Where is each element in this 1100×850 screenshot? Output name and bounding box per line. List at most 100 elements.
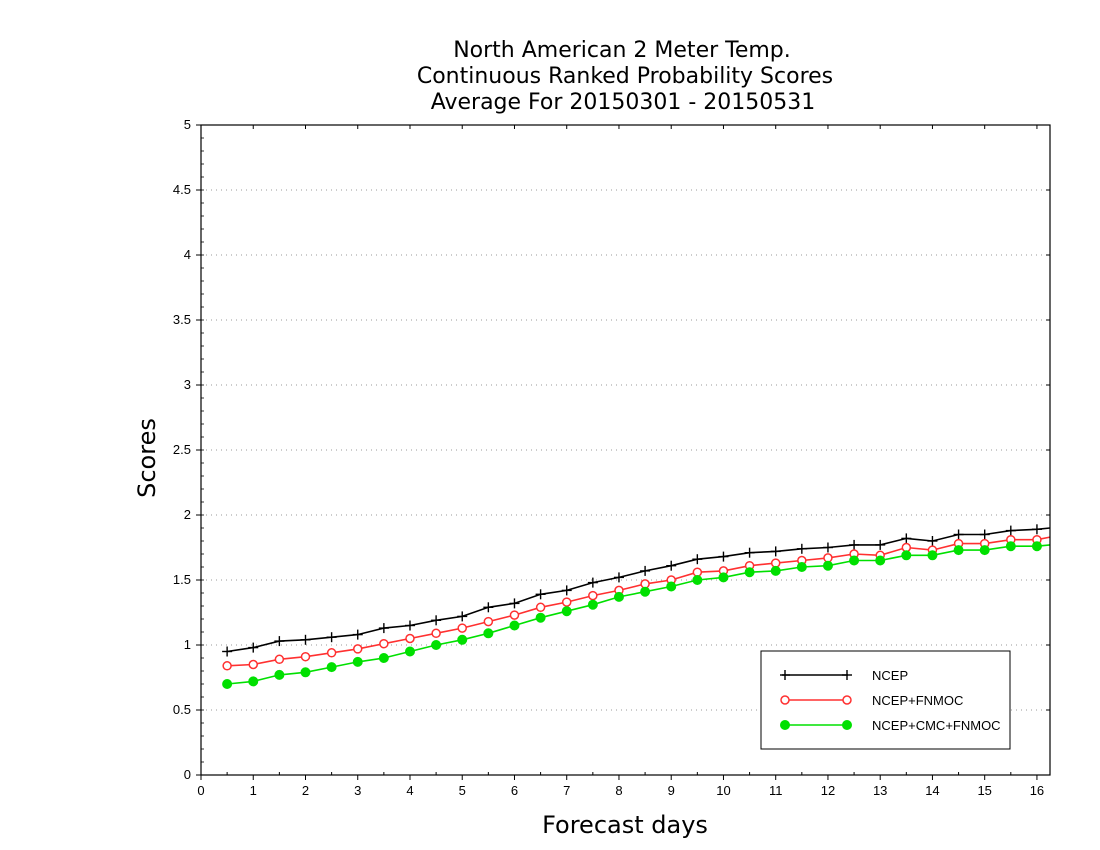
series-ncep-cmc-fnmoc bbox=[222, 541, 1051, 689]
data-point bbox=[1005, 525, 1016, 536]
data-point bbox=[666, 560, 677, 571]
data-point bbox=[248, 659, 258, 670]
data-point bbox=[431, 628, 441, 639]
data-point bbox=[509, 620, 520, 631]
x-tick-label: 0 bbox=[197, 783, 204, 798]
data-point bbox=[326, 648, 337, 658]
data-point bbox=[1031, 524, 1042, 535]
data-point bbox=[509, 598, 520, 609]
data-point bbox=[300, 634, 311, 645]
data-point bbox=[770, 565, 781, 576]
data-point bbox=[404, 646, 415, 657]
data-point bbox=[822, 560, 833, 571]
legend-entry: NCEP bbox=[780, 668, 908, 683]
data-point bbox=[222, 661, 232, 671]
data-point bbox=[587, 577, 598, 588]
x-tick-label: 10 bbox=[716, 783, 730, 798]
data-point bbox=[953, 529, 964, 540]
data-point bbox=[535, 589, 546, 600]
legend-marker bbox=[780, 720, 790, 730]
gridlines bbox=[201, 189, 1050, 711]
data-point bbox=[587, 599, 598, 610]
data-point bbox=[849, 539, 860, 550]
x-axis-label: Forecast days bbox=[542, 811, 708, 839]
y-tick-label: 2 bbox=[184, 507, 191, 522]
legend-label: NCEP bbox=[872, 668, 908, 683]
data-point bbox=[718, 551, 729, 562]
legend-marker bbox=[780, 695, 790, 705]
legend-marker bbox=[780, 670, 790, 680]
data-point bbox=[457, 623, 467, 633]
y-tick-label: 3.5 bbox=[173, 312, 191, 327]
y-tick-label: 0 bbox=[184, 767, 191, 782]
series-ncep bbox=[222, 524, 1051, 657]
data-point bbox=[483, 628, 494, 639]
x-tick-label: 1 bbox=[250, 783, 257, 798]
x-tick-label: 2 bbox=[302, 783, 309, 798]
legend: NCEP NCEP+FNMOC NCEP+CMC+FNMOC bbox=[760, 650, 1011, 750]
x-tick-label: 15 bbox=[977, 783, 991, 798]
data-point bbox=[692, 554, 703, 565]
data-point bbox=[822, 542, 833, 553]
y-axis-label: Scores bbox=[133, 418, 161, 498]
chart-title-line-2: Continuous Ranked Probability Scores bbox=[417, 64, 833, 89]
data-point bbox=[300, 651, 311, 662]
data-point bbox=[875, 555, 886, 566]
y-tick-label: 0.5 bbox=[173, 702, 191, 717]
x-tick-label: 16 bbox=[1030, 783, 1044, 798]
data-point bbox=[979, 545, 990, 556]
data-point bbox=[953, 545, 964, 556]
data-point bbox=[431, 615, 442, 626]
data-point bbox=[404, 620, 415, 631]
data-point bbox=[248, 676, 259, 687]
data-point bbox=[666, 581, 677, 592]
x-tick-label: 9 bbox=[668, 783, 675, 798]
data-point bbox=[326, 632, 337, 643]
data-point bbox=[718, 572, 729, 583]
data-point bbox=[535, 602, 546, 613]
data-point bbox=[561, 606, 572, 617]
data-point bbox=[927, 536, 938, 546]
data-point bbox=[483, 616, 494, 627]
data-point bbox=[613, 591, 624, 602]
data-point bbox=[379, 638, 389, 649]
chart-title: North American 2 Meter Temp. Continuous … bbox=[417, 38, 833, 115]
data-point bbox=[326, 662, 337, 673]
data-point bbox=[692, 575, 703, 585]
data-point bbox=[222, 679, 233, 689]
data-point bbox=[901, 533, 912, 544]
data-point bbox=[770, 558, 781, 568]
data-point bbox=[248, 642, 259, 653]
data-point bbox=[744, 547, 755, 558]
legend-label: NCEP+CMC+FNMOC bbox=[872, 718, 1001, 733]
series-line bbox=[227, 536, 1051, 667]
series-line bbox=[227, 527, 1051, 653]
data-point bbox=[796, 562, 807, 572]
data-point bbox=[849, 555, 860, 566]
legend-marker bbox=[842, 720, 852, 730]
data-point bbox=[352, 656, 363, 667]
data-point bbox=[378, 623, 389, 634]
data-point bbox=[927, 550, 938, 561]
x-tick-label: 11 bbox=[769, 783, 783, 798]
y-axis-ticks: 0 0.5 1 1.5 2 2.5 3 3.5 4 4.5 5 bbox=[173, 117, 1050, 782]
data-point bbox=[378, 653, 389, 663]
x-tick-label: 14 bbox=[925, 783, 939, 798]
y-tick-label: 5 bbox=[184, 117, 191, 132]
x-tick-label: 3 bbox=[354, 783, 361, 798]
x-tick-label: 5 bbox=[459, 783, 466, 798]
legend-marker bbox=[842, 695, 852, 705]
legend-label: NCEP+FNMOC bbox=[872, 693, 963, 708]
data-point bbox=[405, 633, 415, 644]
data-point bbox=[770, 546, 781, 557]
data-point bbox=[457, 611, 468, 622]
data-point bbox=[509, 610, 520, 620]
chart-title-line-1: North American 2 Meter Temp. bbox=[453, 38, 791, 63]
chart-title-line-3: Average For 20150301 - 20150531 bbox=[431, 90, 816, 115]
data-point bbox=[483, 602, 494, 613]
x-tick-label: 6 bbox=[511, 783, 518, 798]
data-point bbox=[274, 669, 285, 680]
x-tick-label: 8 bbox=[615, 783, 622, 798]
data-point bbox=[979, 529, 990, 540]
